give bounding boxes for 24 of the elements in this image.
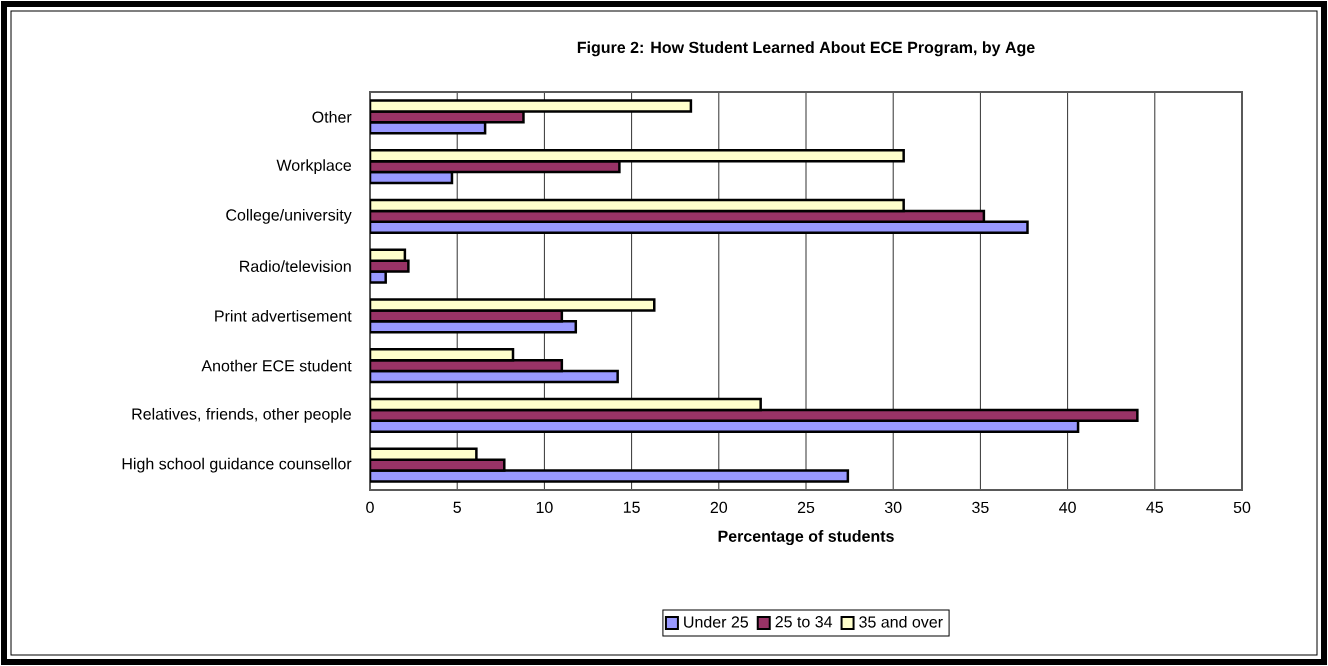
x-tick-label: 5 [453,501,461,513]
y-tick-label: College/university [226,208,352,224]
x-tick-label: 20 [710,501,728,514]
x-tick-label: 45 [1146,501,1164,513]
y-tick-label: Other [312,110,352,123]
y-tick-label: Radio/television [240,260,351,272]
y-tick-label: Another ECE student [201,359,352,372]
x-tick-label: 15 [623,501,640,513]
legend-label: 35 and over [859,615,943,628]
x-tick-label: 35 [972,501,989,514]
y-tick-label: Relatives, friends, other people [132,407,351,423]
legend-label: Under 25 [684,615,749,628]
x-tick-label: 25 [797,501,815,514]
y-tick-label: High school guidance counsellor [122,457,352,473]
y-tick-label: Print advertisement [215,309,352,322]
chart-title: Figure 2: How Student Learned About ECE Program, by Age [577,41,1035,57]
x-tick-label: 30 [884,501,902,514]
legend-label: 25 to 34 [775,616,833,628]
x-tick-label: 0 [366,501,374,514]
x-tick-label: 40 [1059,501,1076,514]
x-tick-label: 10 [536,501,553,514]
x-axis-title: Percentage of students [718,530,894,546]
x-tick-label: 50 [1233,501,1251,514]
y-tick-label: Workplace [276,159,352,175]
